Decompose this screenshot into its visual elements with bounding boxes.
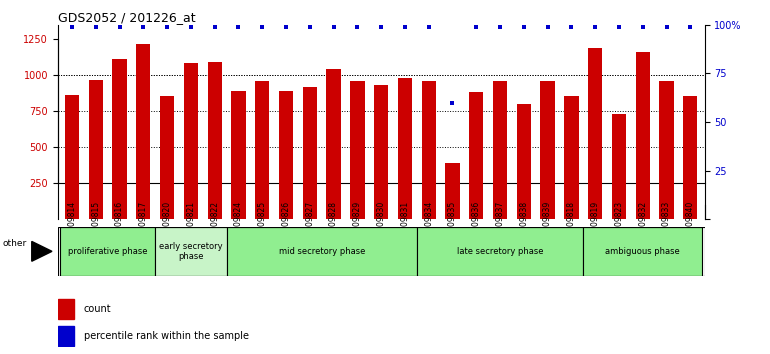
Point [351,24,363,29]
Point [470,24,483,29]
Point [233,24,245,29]
Text: percentile rank within the sample: percentile rank within the sample [84,331,249,341]
Bar [635,52,650,219]
Bar [65,96,79,219]
Bar [374,85,388,219]
Polygon shape [32,241,52,261]
Point [209,24,221,29]
Point [517,24,530,29]
Point [161,24,173,29]
Point [185,24,197,29]
Bar [112,59,127,219]
Text: GSM109819: GSM109819 [591,201,600,247]
Text: GSM109816: GSM109816 [115,201,124,247]
Bar [326,69,340,219]
Text: GSM109822: GSM109822 [210,201,219,247]
Bar [564,96,578,219]
Text: GSM109839: GSM109839 [543,201,552,247]
Point [280,24,292,29]
Point [423,24,435,29]
Point [637,24,649,29]
Text: mid secretory phase: mid secretory phase [279,247,365,256]
Text: GSM109830: GSM109830 [377,201,386,247]
Text: GSM109817: GSM109817 [139,201,148,247]
Bar [659,81,674,219]
Bar [255,81,270,219]
Bar [58,299,74,319]
Bar [231,91,246,219]
Bar [417,227,583,276]
Text: GSM109838: GSM109838 [519,201,528,247]
Text: GSM109824: GSM109824 [234,201,243,247]
Point [66,24,79,29]
Text: GSM109827: GSM109827 [306,201,314,247]
Text: GSM109828: GSM109828 [329,201,338,247]
Text: GSM109814: GSM109814 [68,201,76,247]
Point [589,24,601,29]
Bar [279,91,293,219]
Text: GSM109837: GSM109837 [496,201,504,247]
Point [447,100,459,105]
Bar [160,96,174,219]
Bar [303,87,317,219]
Text: GSM109835: GSM109835 [448,201,457,247]
Bar [517,104,531,219]
Bar [226,227,417,276]
Bar [60,227,156,276]
Text: GSM109831: GSM109831 [400,201,410,247]
Bar [58,326,74,346]
Text: GSM109820: GSM109820 [162,201,172,247]
Bar [588,48,602,219]
Point [613,24,625,29]
Point [327,24,340,29]
Point [89,24,102,29]
Point [375,24,387,29]
Text: GSM109818: GSM109818 [567,201,576,247]
Text: GSM109821: GSM109821 [186,201,196,247]
Bar [445,163,460,219]
Text: GSM109825: GSM109825 [258,201,266,247]
Bar [683,96,698,219]
Text: other: other [3,239,27,249]
Bar [541,81,554,219]
Point [137,24,149,29]
Bar [350,81,364,219]
Point [256,24,269,29]
Text: GSM109836: GSM109836 [472,201,480,247]
Text: GSM109815: GSM109815 [92,201,100,247]
Bar [493,81,507,219]
Bar [612,114,626,219]
Bar [584,227,702,276]
Bar [136,44,150,219]
Text: GSM109840: GSM109840 [686,201,695,247]
Point [113,24,126,29]
Text: GSM109834: GSM109834 [424,201,434,247]
Text: early secretory
phase: early secretory phase [159,242,223,261]
Text: late secretory phase: late secretory phase [457,247,544,256]
Point [684,24,696,29]
Text: proliferative phase: proliferative phase [68,247,147,256]
Bar [421,81,436,219]
Point [303,24,316,29]
Text: GDS2052 / 201226_at: GDS2052 / 201226_at [58,11,196,24]
Text: GSM109829: GSM109829 [353,201,362,247]
Point [494,24,506,29]
Point [541,24,554,29]
Bar [184,63,198,219]
Text: ambiguous phase: ambiguous phase [605,247,680,256]
Bar [156,227,226,276]
Text: count: count [84,304,111,314]
Text: GSM109833: GSM109833 [662,201,671,247]
Bar [398,78,412,219]
Text: GSM109826: GSM109826 [282,201,290,247]
Point [565,24,578,29]
Bar [208,62,222,219]
Bar [469,92,484,219]
Text: GSM109823: GSM109823 [614,201,624,247]
Point [399,24,411,29]
Bar [89,80,103,219]
Point [661,24,673,29]
Text: GSM109832: GSM109832 [638,201,648,247]
